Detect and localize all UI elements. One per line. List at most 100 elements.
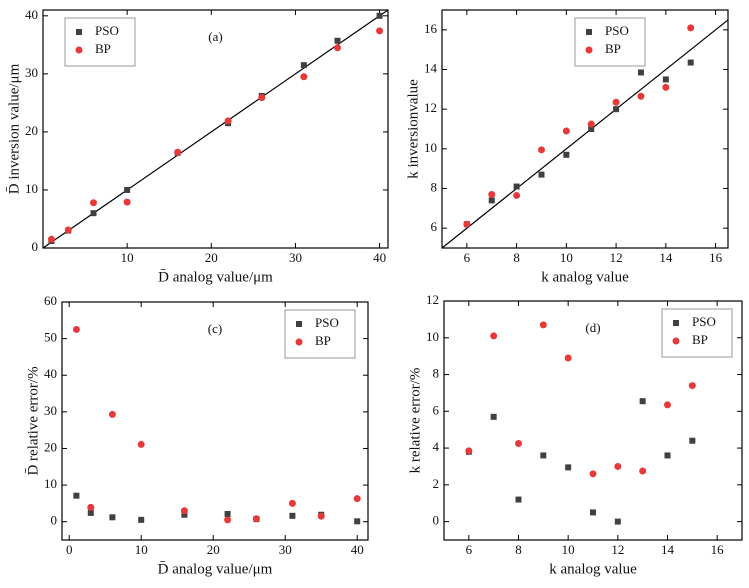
point	[614, 518, 621, 525]
point	[639, 398, 646, 405]
y-tick-label: 14	[424, 60, 438, 75]
point	[181, 511, 188, 518]
point	[515, 496, 522, 503]
point	[124, 186, 131, 193]
point	[589, 470, 597, 478]
point	[87, 503, 95, 511]
x-tick-label: 14	[659, 250, 673, 265]
y-tick-label: 40	[25, 7, 38, 22]
plot-frame	[61, 301, 369, 541]
point	[687, 59, 694, 66]
legend-marker	[295, 338, 303, 346]
x-tick-label: 10	[562, 542, 575, 557]
y-tick-label: 16	[424, 21, 438, 36]
y-tick-label: 8	[431, 179, 438, 194]
point	[590, 509, 596, 516]
reference-line	[42, 9, 389, 249]
point	[300, 73, 308, 81]
point	[376, 27, 384, 35]
x-tick-label: 40	[373, 250, 386, 265]
plot-frame	[443, 300, 743, 541]
point	[538, 171, 545, 178]
y-tick-label: 30	[25, 65, 38, 80]
point	[174, 148, 182, 156]
point	[64, 226, 72, 234]
legend-label: BP	[315, 333, 331, 348]
legend-marker	[296, 321, 302, 327]
point	[664, 452, 671, 459]
point	[72, 325, 80, 333]
legend-label: PSO	[692, 314, 716, 329]
x-tick-label: 20	[207, 542, 220, 557]
panel-label: (a)	[208, 29, 222, 44]
x-tick-label: 16	[711, 542, 725, 557]
point	[537, 146, 545, 154]
point	[613, 106, 620, 113]
point	[587, 120, 595, 128]
point	[637, 69, 644, 76]
y-tick-label: 30	[44, 403, 57, 418]
point	[47, 235, 55, 243]
x-tick-label: 16	[709, 250, 723, 265]
point	[87, 509, 94, 516]
point	[490, 332, 498, 340]
y-tick-label: 0	[51, 513, 58, 528]
legend-label: BP	[692, 332, 708, 347]
x-tick-label: 10	[560, 250, 573, 265]
point	[490, 413, 497, 420]
y-tick-label: 12	[426, 292, 439, 307]
legend-box	[574, 17, 646, 67]
point	[689, 437, 696, 444]
legend-marker	[585, 46, 593, 54]
point	[562, 127, 570, 135]
x-tick-label: 12	[611, 542, 624, 557]
point	[488, 197, 495, 204]
point	[376, 12, 383, 19]
point	[258, 94, 266, 102]
panel-label: (d)	[585, 320, 600, 335]
point	[289, 512, 296, 519]
point	[224, 516, 232, 524]
point	[612, 98, 620, 106]
y-tick-label: 20	[25, 123, 38, 138]
x-tick-label: 8	[515, 542, 522, 557]
point	[353, 495, 361, 503]
y-tick-label: 0	[433, 513, 440, 528]
point	[317, 512, 325, 520]
x-tick-label: 30	[289, 250, 302, 265]
x-axis-label: D̄ analog value/μm	[158, 269, 273, 285]
y-tick-label: 6	[431, 219, 438, 234]
y-axis-label: D̄ relative error/%	[25, 366, 41, 475]
point	[252, 515, 260, 523]
x-axis-label: k analog value	[549, 561, 637, 577]
legend-label: PSO	[95, 23, 119, 38]
point	[588, 126, 595, 132]
point	[688, 382, 696, 390]
point	[540, 452, 547, 459]
legend-box	[661, 308, 733, 358]
legend-box	[284, 309, 356, 359]
y-tick-label: 6	[433, 402, 440, 417]
y-tick-label: 2	[433, 476, 440, 491]
legend-marker	[76, 29, 82, 35]
y-tick-label: 40	[44, 366, 57, 381]
y-tick-label: 60	[44, 293, 57, 308]
x-axis-label: k analog value	[541, 269, 629, 285]
legend-marker	[673, 320, 679, 326]
y-tick-label: 0	[32, 239, 39, 254]
point	[662, 83, 670, 91]
point	[334, 44, 342, 52]
point	[564, 354, 572, 362]
y-tick-label: 10	[426, 329, 439, 344]
x-tick-label: 6	[466, 542, 473, 557]
legend-marker	[75, 46, 83, 54]
x-tick-label: 8	[513, 250, 520, 265]
point	[90, 210, 97, 217]
point	[662, 76, 669, 83]
point	[300, 62, 307, 69]
x-tick-label: 10	[135, 542, 148, 557]
y-axis-label: k inversionvalue	[405, 79, 421, 179]
point	[73, 492, 80, 499]
legend-label: PSO	[605, 23, 629, 38]
